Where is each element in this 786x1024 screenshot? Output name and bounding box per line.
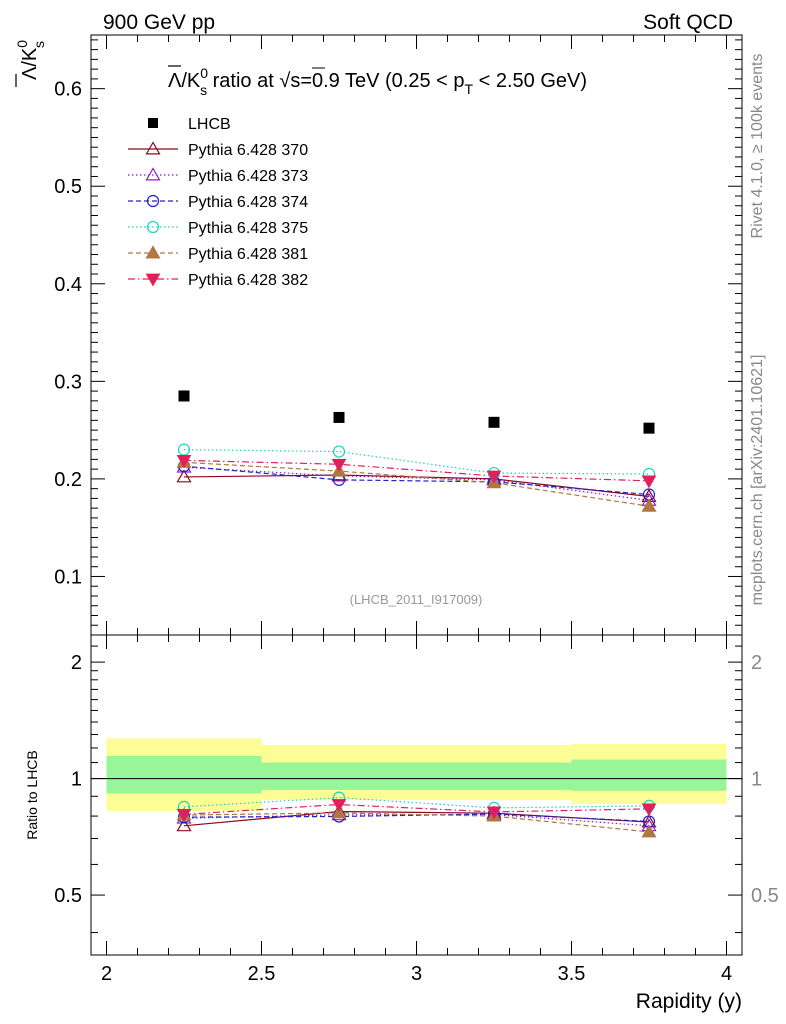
ylabel-lambda: Λ [19, 66, 41, 80]
title-mid: ratio at [207, 70, 279, 92]
main-point-pythia-6-428-382 [641, 475, 657, 489]
ylabel-slash-k: /K [19, 47, 41, 67]
x-tick-label: 2.5 [248, 963, 276, 985]
main-point-pythia-6-428-382 [331, 458, 347, 472]
x-tick-label: 4 [721, 963, 732, 985]
ylabel-sub: s [31, 41, 47, 48]
title-ratio-label: /K [181, 70, 201, 92]
legend-marker-pythia-6-428-373 [145, 167, 161, 181]
ratio-y-tick-label-left: 2 [71, 652, 82, 674]
legend-label-pythia-6-428-375: Pythia 6.428 375 [188, 220, 308, 237]
main-line-pythia-6-428-375 [183, 449, 650, 475]
main-ticks: 0.1 0.2 0.3 0.4 0.5 0.6 [54, 35, 742, 635]
ratio-y-tick-label-left: 1 [71, 769, 82, 791]
main-point-pythia-6-428-381 [641, 498, 657, 512]
ratio-line-pythia-6-428-381 [183, 812, 650, 833]
x-tick-label: 3.5 [558, 963, 586, 985]
main-point-pythia-6-428-382 [486, 470, 502, 484]
ratio-point-pythia-6-428-382 [331, 799, 347, 813]
main-line-pythia-6-428-381 [183, 461, 650, 507]
y-tick-label: 0.6 [54, 79, 82, 101]
y-tick-label: 0.4 [54, 274, 82, 296]
y-tick-label: 0.2 [54, 469, 82, 491]
main-point-lhcb [333, 411, 345, 423]
mcplots-label: mcplots.cern.ch [arXiv:2401.10621] [749, 355, 766, 606]
title-tail: < 2.50 GeV) [473, 70, 587, 92]
ratio-point-pythia-6-428-381 [331, 805, 347, 819]
ratio-band-green [416, 762, 572, 790]
x-tick-label: 2 [101, 963, 112, 985]
ratio-panel: 0.5 0.5 1 1 2 2 2 2.5 3 3.5 4 Ratio to LHCB Rapidi… [24, 634, 779, 1013]
main-point-lhcb [488, 416, 500, 428]
ratio-y-tick-label-right: 2 [751, 652, 762, 674]
title-kaon-sup: 0 [200, 65, 208, 81]
ratio-point-pythia-6-428-381 [641, 824, 657, 838]
legend-marker-pythia-6-428-381 [145, 245, 161, 259]
legend-label-lhcb: LHCB [188, 116, 231, 133]
ratio-y-axis-label: Ratio to LHCB [24, 750, 40, 839]
category-label: Soft QCD [643, 11, 733, 34]
x-axis-label: Rapidity (y) [636, 990, 742, 1013]
ratio-ticks: 0.5 0.5 1 1 2 2 2 2.5 3 3.5 4 [54, 635, 779, 985]
main-point-lhcb [178, 390, 190, 402]
legend-label-pythia-6-428-382: Pythia 6.428 382 [188, 272, 308, 289]
main-line-pythia-6-428-373 [183, 466, 650, 501]
legend-label-pythia-6-428-373: Pythia 6.428 373 [188, 168, 308, 185]
ratio-y-tick-label-right: 1 [751, 769, 762, 791]
title-energy: s=0.9 TeV (0.25 < p [290, 70, 464, 92]
y-axis-label: Λ/K0s [14, 40, 47, 87]
lambda-bar-symbol: Λ [168, 70, 182, 92]
ratio-band-green [261, 762, 417, 790]
main-series-markers [176, 390, 657, 512]
main-point-pythia-6-428-370 [176, 469, 192, 483]
x-tick-label: 3 [411, 963, 422, 985]
svg-text:Λ/K0s: Λ/K0s [14, 40, 47, 80]
legend-marker-lhcb [148, 118, 158, 128]
ratio-line-pythia-6-428-375 [183, 796, 650, 809]
main-panel: 0.10.20.30.40.50.6 Λ/K0 s ratio at √s=0.9… [14, 34, 743, 636]
main-point-pythia-6-428-375 [332, 445, 346, 458]
ratio-point-pythia-6-428-370 [176, 818, 192, 832]
y-tick-label: 0.3 [54, 371, 82, 393]
sqrt-symbol: √ [279, 70, 290, 92]
main-series-lines [183, 449, 650, 507]
ratio-y-tick-label-right: 0.5 [751, 885, 779, 907]
ratio-line-pythia-6-428-374 [183, 813, 650, 823]
main-line-pythia-6-428-382 [183, 459, 650, 482]
y-tick-label: 0.1 [54, 566, 82, 588]
title-pt-sub: T [465, 81, 474, 97]
ratio-y-tick-label-left: 0.5 [54, 885, 82, 907]
ratio-point-pythia-6-428-382 [176, 809, 192, 822]
ratio-series-lines [183, 796, 650, 833]
ratio-line-pythia-6-428-373 [183, 814, 650, 827]
legend-label-pythia-6-428-374: Pythia 6.428 374 [188, 194, 308, 211]
ratio-point-pythia-6-428-382 [486, 806, 502, 820]
analysis-watermark: (LHCB_2011_I917009) [350, 592, 483, 607]
chart-title: Λ/K0 s ratio at √s=0.9 TeV (0.25 < pT < 2… [168, 65, 587, 98]
ratio-uncertainty-bands [106, 738, 727, 811]
legend-label-pythia-6-428-370: Pythia 6.428 370 [188, 142, 308, 159]
legend-marker-pythia-6-428-374 [146, 194, 160, 208]
rivet-version-label: Rivet 4.1.0, ≥ 100k events [749, 54, 766, 239]
ratio-band-green [571, 759, 727, 791]
legend-marker-pythia-6-428-382 [145, 273, 161, 287]
ylabel-sup: 0 [14, 40, 30, 48]
legend: LHCB Pythia 6.428 370 Pythia 6.428 373 Pyth… [128, 116, 308, 289]
ratio-point-pythia-6-428-382 [641, 803, 657, 817]
main-point-lhcb [643, 422, 655, 434]
ratio-line-pythia-6-428-382 [183, 803, 650, 816]
y-tick-label: 0.5 [54, 176, 82, 198]
legend-marker-pythia-6-428-370 [145, 141, 161, 155]
main-line-pythia-6-428-374 [183, 465, 650, 496]
energy-label: 900 GeV pp [103, 11, 215, 34]
ratio-series-markers [176, 791, 657, 838]
main-point-pythia-6-428-382 [176, 454, 192, 468]
ratio-band-green [106, 755, 262, 794]
legend-label-pythia-6-428-381: Pythia 6.428 381 [188, 246, 308, 263]
legend-marker-pythia-6-428-375 [146, 220, 160, 234]
title-kaon-sub: s [200, 82, 207, 98]
